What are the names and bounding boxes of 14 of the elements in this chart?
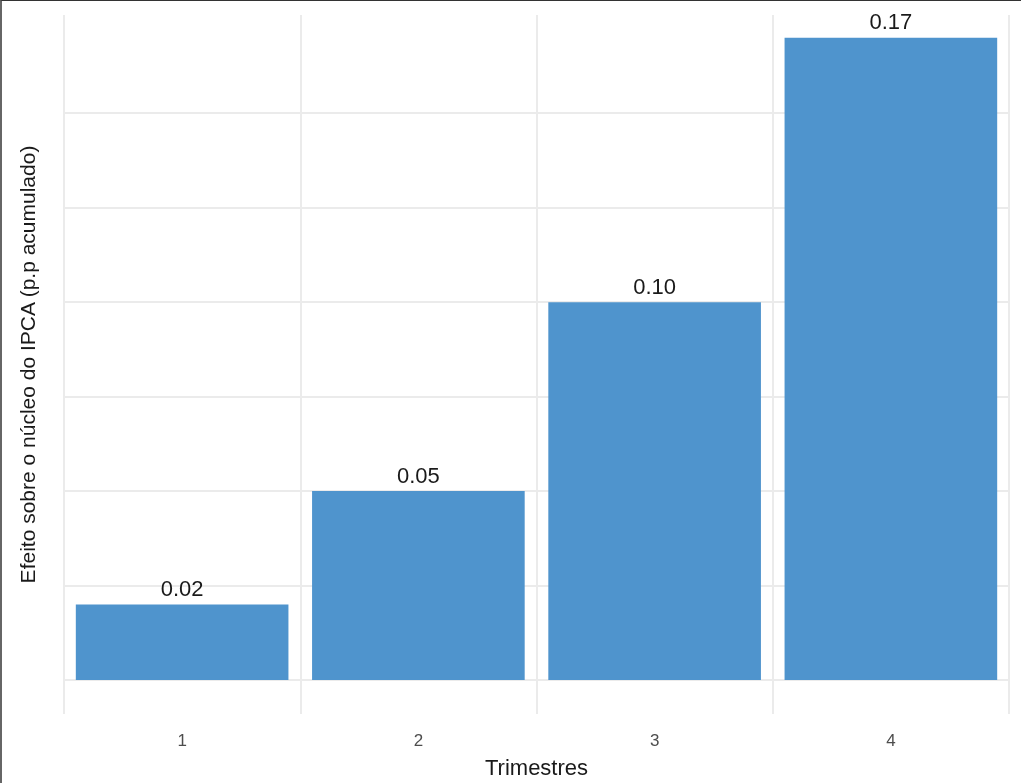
bar: [548, 302, 761, 680]
y-axis-title: Efeito sobre o núcleo do IPCA (p.p acumulado): [16, 145, 39, 584]
data-label: 0.17: [869, 9, 913, 35]
data-label: 0.05: [396, 462, 440, 488]
data-label: 0.10: [633, 273, 677, 299]
x-tick-label: 2: [413, 731, 424, 750]
bar: [75, 604, 289, 680]
x-axis-title: Trimestres: [484, 754, 589, 780]
x-tick-label: 3: [649, 731, 660, 750]
bar: [784, 37, 998, 680]
bar: [312, 491, 525, 680]
data-label: 0.02: [160, 575, 204, 601]
x-tick-label: 4: [886, 731, 896, 750]
x-tick-label: 1: [177, 731, 187, 750]
